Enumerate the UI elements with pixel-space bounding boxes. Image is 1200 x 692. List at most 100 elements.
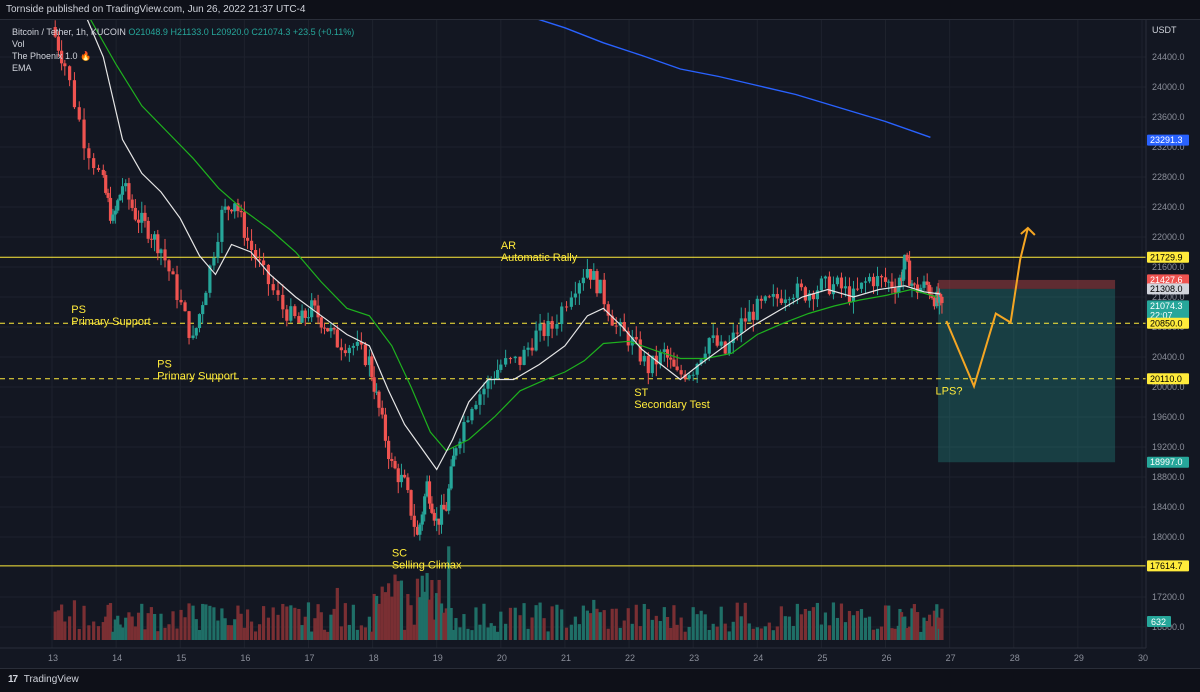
candle-body	[87, 148, 91, 159]
candle-body	[271, 284, 275, 291]
candle-body	[486, 379, 490, 389]
candle-body	[124, 183, 128, 187]
indicator-vol[interactable]: Vol	[12, 39, 25, 49]
candle-body	[253, 249, 258, 260]
candle-body	[449, 466, 453, 489]
candle-body	[216, 241, 220, 258]
volume-tag[interactable]	[1147, 616, 1171, 627]
volume-bar	[791, 625, 795, 640]
volume-bar	[585, 610, 589, 640]
price-tag[interactable]	[1147, 456, 1189, 468]
price-axis[interactable]	[1146, 20, 1200, 648]
price-tag[interactable]	[1147, 283, 1189, 295]
volume-bar	[68, 616, 72, 640]
volume-bar	[425, 573, 429, 640]
volume-bar	[363, 627, 367, 640]
price-tag[interactable]	[1147, 251, 1189, 263]
volume-bar	[266, 617, 270, 640]
candle-body	[642, 355, 646, 362]
publish-header: Tornside published on TradingView.com, J…	[0, 0, 1200, 20]
y-tick-label: 18800.0	[1152, 472, 1185, 482]
volume-bar	[922, 617, 926, 640]
volume-bar	[896, 625, 900, 640]
price-tag[interactable]	[1147, 300, 1189, 321]
candle-body	[201, 305, 205, 315]
candle-body	[595, 271, 599, 294]
ma-white-line[interactable]	[84, 20, 941, 471]
publish-line: Tornside published on TradingView.com, J…	[6, 4, 306, 15]
y-tick-label: 22800.0	[1152, 172, 1185, 182]
annotation-label: Automatic Rally	[501, 252, 578, 264]
volume-bar	[87, 625, 91, 640]
volume-bar	[63, 621, 67, 640]
candle-body	[343, 350, 347, 354]
candle-body	[442, 504, 446, 510]
take-profit-zone[interactable]	[938, 288, 1116, 463]
candle-body	[855, 288, 860, 290]
candle-body	[775, 294, 779, 299]
x-tick-label: 29	[1074, 653, 1084, 663]
x-tick-label: 26	[882, 653, 892, 663]
volume-bar	[120, 627, 125, 640]
price-tag[interactable]	[1147, 373, 1189, 385]
volume-bar	[482, 603, 486, 640]
candle-body	[478, 394, 482, 405]
candle-body	[415, 526, 420, 535]
volume-bar	[823, 612, 828, 640]
price-tag[interactable]	[1147, 134, 1189, 146]
indicator-phoenix[interactable]: The Phoenix 1.0 🔥	[12, 51, 92, 61]
candle-body	[743, 318, 747, 322]
volume-bar	[555, 604, 559, 640]
volume-bar	[779, 606, 783, 640]
tradingview-logo[interactable]: 17 TradingView	[8, 669, 79, 691]
volume-bar	[242, 627, 246, 640]
volume-bar	[912, 604, 916, 640]
volume-bar	[595, 608, 599, 640]
candle-body	[430, 503, 434, 513]
volume-bar	[111, 631, 115, 640]
volume-bar	[101, 622, 105, 640]
price-tag[interactable]	[1147, 317, 1189, 329]
candle-body	[339, 347, 343, 351]
candle-body	[130, 199, 134, 208]
volume-bar	[727, 631, 731, 640]
volume-bar	[310, 631, 314, 640]
volume-bar	[435, 593, 439, 640]
volume-bar	[297, 608, 301, 640]
volume-bar	[546, 631, 550, 640]
volume-bar	[347, 624, 351, 640]
volume-bar	[835, 617, 840, 640]
x-tick-label: 25	[817, 653, 827, 663]
ema-blue-line[interactable]	[520, 20, 931, 138]
stop-loss-zone[interactable]	[938, 279, 1116, 289]
candle-body	[550, 320, 554, 329]
price-tag-label: 20110.0	[1150, 374, 1182, 384]
volume-bar	[831, 602, 836, 640]
candle-body	[183, 302, 187, 312]
volume-bar	[183, 617, 187, 640]
indicator-ema[interactable]: EMA	[12, 63, 32, 73]
projection-path[interactable]	[945, 227, 1029, 390]
volume-bar	[355, 629, 359, 640]
volume-bar	[454, 618, 458, 640]
price-tag[interactable]	[1147, 560, 1189, 572]
ema-green-line[interactable]	[90, 20, 937, 452]
volume-bar	[932, 610, 937, 640]
candle-body	[111, 214, 115, 221]
legend-symbol-row[interactable]: Bitcoin / Tether, 1h, KUCOIN O21048.9 H2…	[12, 26, 354, 38]
volume-bar	[787, 616, 791, 640]
volume-bar	[236, 605, 240, 640]
price-tag[interactable]	[1147, 274, 1189, 286]
volume-bar	[723, 623, 727, 640]
candle-body	[735, 332, 739, 334]
volume-bar	[915, 612, 920, 640]
candle-body	[266, 264, 270, 285]
volume-bar	[133, 626, 137, 640]
candle-body	[898, 277, 902, 288]
plot-area[interactable]	[0, 20, 1146, 648]
candle-body	[588, 269, 593, 280]
candle-body	[383, 414, 388, 441]
candle-body	[569, 297, 573, 307]
volume-bar	[249, 621, 254, 640]
